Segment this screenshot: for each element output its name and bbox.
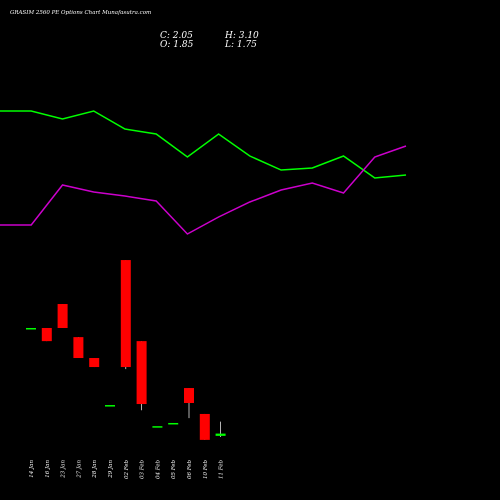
x-tick-label: 03 Feb (140, 460, 146, 480)
high-info: H: 3.10 (224, 31, 259, 41)
candle-body (136, 341, 147, 405)
x-tick-label: 23 Jan (61, 460, 67, 479)
x-tick-label: 27 Jan (76, 460, 82, 479)
candle-body (41, 327, 52, 342)
candle-body (199, 413, 210, 440)
open-info: O: 1.85 (160, 40, 194, 50)
x-tick-label: 04 Feb (155, 460, 161, 480)
x-tick-label: 10 Feb (203, 460, 209, 480)
x-tick-label: 06 Feb (187, 460, 193, 480)
low-info: L: 1.75 (224, 40, 257, 50)
candle-body (73, 337, 84, 359)
x-tick-label: 05 Feb (171, 460, 177, 480)
candle-body (105, 405, 115, 407)
close-info: C: 2.05 (160, 31, 193, 41)
chart-title: GRASIM 2560 PE Options Chart Munafasutra… (10, 10, 151, 16)
x-tick-label: 11 Feb (219, 460, 225, 480)
candle-body (215, 433, 226, 436)
line-series (0, 145, 407, 235)
x-tick-label: 16 Jan (45, 460, 51, 478)
line-series (0, 110, 407, 179)
x-tick-label: 14 Jan (29, 460, 35, 478)
x-tick-label: 29 Jan (108, 460, 114, 479)
x-tick-label: 02 Feb (124, 460, 130, 480)
candle-body (120, 260, 131, 368)
candle-body (26, 327, 36, 330)
candle-body (168, 422, 179, 425)
candle-body (89, 358, 100, 368)
candle-body (184, 388, 194, 403)
candle-body (57, 304, 68, 328)
candle-body (152, 426, 163, 428)
x-tick-label: 28 Jan (92, 460, 98, 479)
